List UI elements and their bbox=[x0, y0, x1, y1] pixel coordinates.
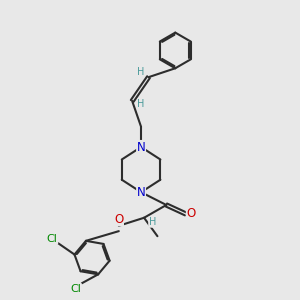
Text: Cl: Cl bbox=[70, 284, 81, 294]
Text: N: N bbox=[137, 186, 146, 199]
Text: O: O bbox=[114, 213, 123, 226]
Text: N: N bbox=[137, 140, 146, 154]
Text: H: H bbox=[136, 67, 144, 77]
Text: H: H bbox=[149, 217, 156, 227]
Text: H: H bbox=[137, 99, 145, 109]
Text: O: O bbox=[186, 207, 196, 220]
Text: Cl: Cl bbox=[47, 234, 58, 244]
